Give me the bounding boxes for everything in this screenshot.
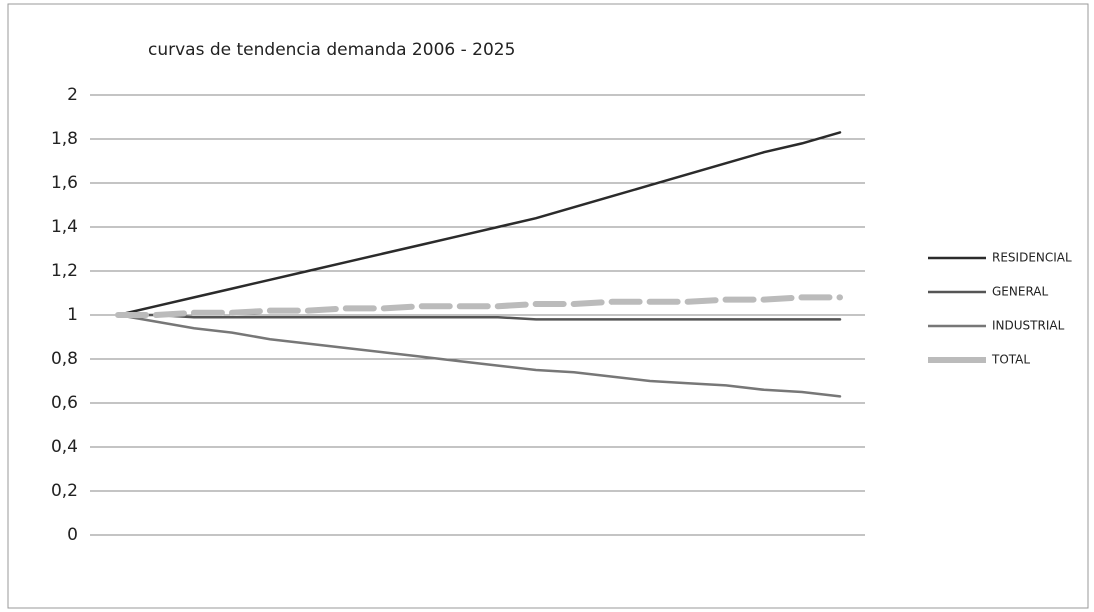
legend-label: GENERAL bbox=[992, 285, 1049, 299]
y-tick-label: 1,4 bbox=[51, 217, 78, 237]
series-line bbox=[115, 294, 843, 318]
y-tick-label: 1,2 bbox=[51, 261, 78, 281]
legend-label: TOTAL bbox=[991, 353, 1030, 367]
y-tick-label: 0,6 bbox=[51, 393, 78, 413]
y-tick-label: 1,8 bbox=[51, 129, 78, 149]
y-tick-label: 1,6 bbox=[51, 173, 78, 193]
series-line bbox=[116, 313, 842, 321]
y-tick-label: 0,4 bbox=[51, 437, 78, 457]
y-tick-label: 0 bbox=[67, 525, 78, 545]
series-line bbox=[116, 131, 842, 317]
y-tick-label: 1 bbox=[67, 305, 78, 325]
y-tick-label: 0,2 bbox=[51, 481, 78, 501]
legend-label: INDUSTRIAL bbox=[992, 319, 1065, 333]
y-tick-label: 2 bbox=[67, 85, 78, 105]
series-line bbox=[116, 313, 842, 398]
chart-title: curvas de tendencia demanda 2006 - 2025 bbox=[148, 40, 515, 60]
legend-label: RESIDENCIAL bbox=[992, 251, 1072, 265]
y-tick-label: 0,8 bbox=[51, 349, 78, 369]
